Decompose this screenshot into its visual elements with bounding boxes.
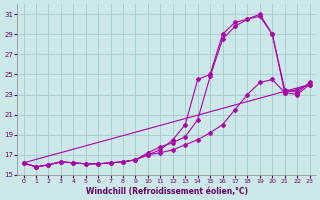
X-axis label: Windchill (Refroidissement éolien,°C): Windchill (Refroidissement éolien,°C): [85, 187, 248, 196]
